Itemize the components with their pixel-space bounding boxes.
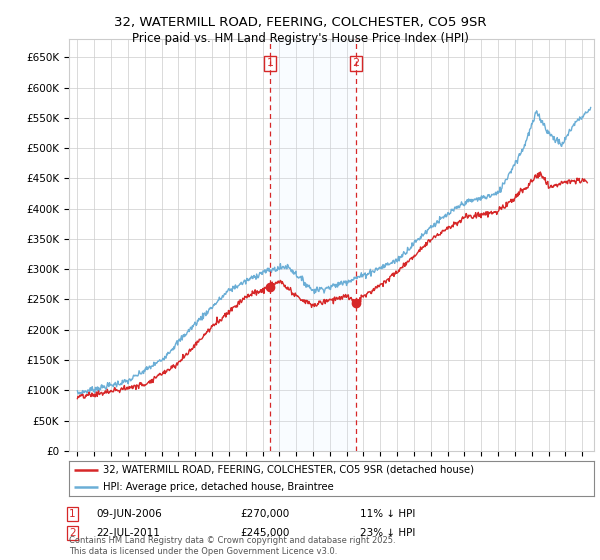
Text: 09-JUN-2006: 09-JUN-2006 xyxy=(96,509,162,519)
Text: 23% ↓ HPI: 23% ↓ HPI xyxy=(360,528,415,538)
Text: £245,000: £245,000 xyxy=(240,528,289,538)
Text: 22-JUL-2011: 22-JUL-2011 xyxy=(96,528,160,538)
Text: 2: 2 xyxy=(352,58,359,68)
Text: 1: 1 xyxy=(266,58,274,68)
Text: 32, WATERMILL ROAD, FEERING, COLCHESTER, CO5 9SR (detached house): 32, WATERMILL ROAD, FEERING, COLCHESTER,… xyxy=(103,465,474,474)
Text: £270,000: £270,000 xyxy=(240,509,289,519)
Text: HPI: Average price, detached house, Braintree: HPI: Average price, detached house, Brai… xyxy=(103,482,334,492)
Text: 11% ↓ HPI: 11% ↓ HPI xyxy=(360,509,415,519)
Text: 32, WATERMILL ROAD, FEERING, COLCHESTER, CO5 9SR: 32, WATERMILL ROAD, FEERING, COLCHESTER,… xyxy=(114,16,486,29)
Text: Price paid vs. HM Land Registry's House Price Index (HPI): Price paid vs. HM Land Registry's House … xyxy=(131,32,469,45)
Text: 2: 2 xyxy=(69,528,76,538)
Bar xyxy=(270,39,356,451)
Text: 1: 1 xyxy=(69,509,76,519)
Text: Contains HM Land Registry data © Crown copyright and database right 2025.
This d: Contains HM Land Registry data © Crown c… xyxy=(69,536,395,556)
